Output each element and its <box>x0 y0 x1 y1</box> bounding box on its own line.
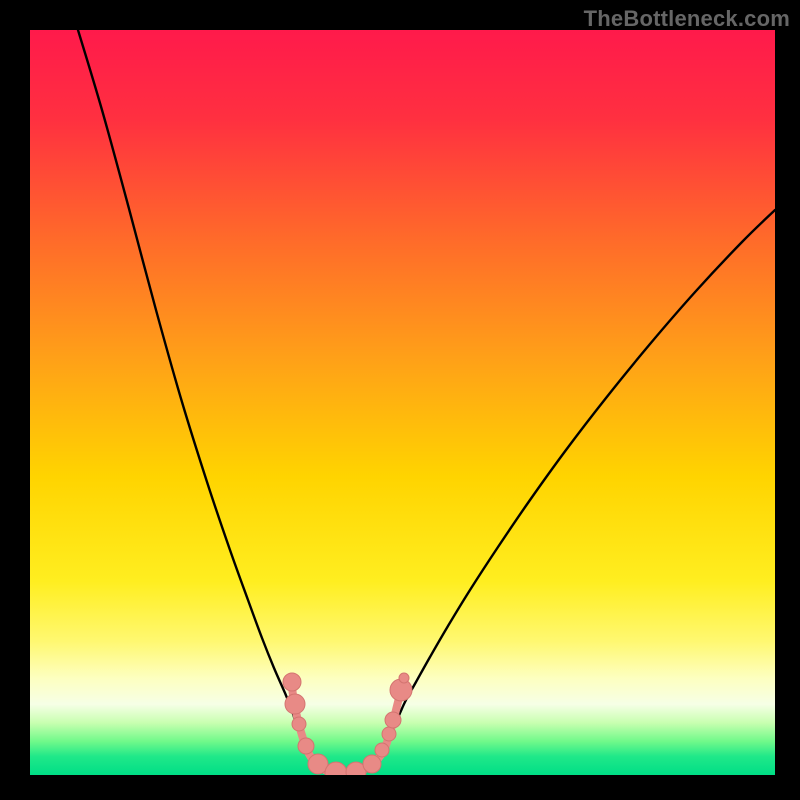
bead <box>292 717 306 731</box>
watermark-text: TheBottleneck.com <box>584 6 790 32</box>
gradient-background <box>30 30 775 775</box>
bead <box>375 743 389 757</box>
bead <box>385 712 401 728</box>
bead <box>283 673 301 691</box>
bead <box>285 694 305 714</box>
bottleneck-chart <box>30 30 775 775</box>
bead <box>363 755 381 773</box>
bead <box>298 738 314 754</box>
bead <box>382 727 396 741</box>
bead <box>399 673 409 683</box>
plot-area <box>30 30 775 775</box>
